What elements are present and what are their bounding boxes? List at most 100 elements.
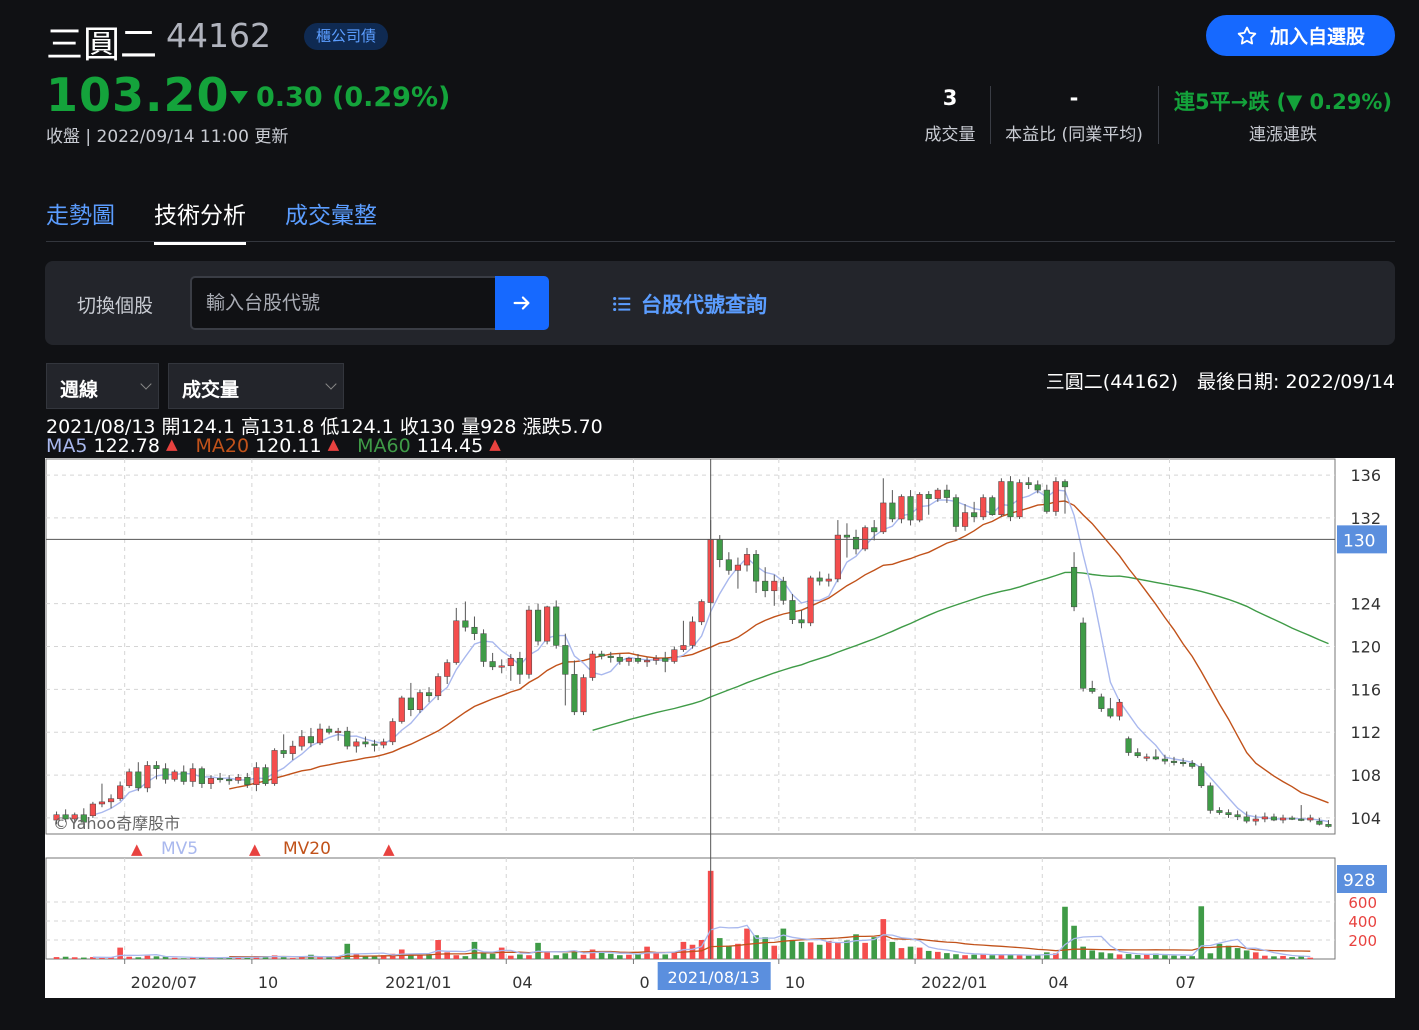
volume-bar [153, 956, 160, 959]
candle [1116, 701, 1123, 717]
volume-bar [135, 957, 142, 959]
volume-bar [1089, 950, 1096, 959]
volume-bar [553, 955, 560, 959]
mv5-label: MV5 [161, 839, 198, 859]
volume-bar [1262, 955, 1268, 959]
candle [1098, 696, 1105, 709]
volume-bar [980, 953, 987, 959]
candle [1152, 756, 1159, 760]
candle [1180, 761, 1187, 764]
volume-bar [871, 937, 878, 959]
candle [207, 778, 215, 784]
candle [280, 750, 287, 754]
candle [1007, 481, 1014, 518]
go-button[interactable] [495, 276, 549, 330]
volume-bar [317, 957, 323, 959]
candle [753, 554, 760, 582]
volume-bar [862, 942, 868, 959]
volume-bar [417, 954, 423, 959]
candle [662, 658, 669, 662]
price-tick-label: 104 [1350, 809, 1381, 828]
stat-volume-value: 3 [942, 86, 958, 110]
tab-trade-summary[interactable]: 成交彙整 [285, 203, 377, 229]
candle [80, 814, 87, 823]
stock-code-lookup-link[interactable]: 台股代號查詢 [611, 289, 767, 319]
tab-trend[interactable]: 走勢圖 [46, 203, 115, 229]
switch-stock-panel: 切換個股 台股代號查詢 [45, 261, 1395, 345]
candle [798, 619, 805, 624]
price-tick-label: 124 [1350, 595, 1381, 614]
ma-legend: MA5 122.78 ▲ MA20 120.11 ▲ MA60 114.45 ▲ [46, 435, 519, 457]
volume-bar [944, 953, 950, 959]
indicator-select[interactable]: 成交量 [168, 363, 344, 409]
volume-bar [653, 953, 659, 959]
mv5-line [92, 924, 1311, 959]
volume-bar [589, 949, 596, 959]
volume-bar [671, 952, 678, 959]
candle [1298, 818, 1305, 821]
candle [680, 645, 687, 650]
crosshair-price-tag [1337, 525, 1387, 554]
tab-technical-analysis[interactable]: 技術分析 [154, 196, 246, 245]
stat-pe-label: 本益比 (同業平均) [1005, 125, 1143, 145]
candle [425, 692, 433, 697]
chart-svg[interactable]: 104 108 112 116 120 124 132 136 2020/07 10 2021/01… [45, 458, 1395, 998]
candle [952, 497, 960, 527]
current-price: 103.20 [46, 68, 230, 122]
candle [189, 768, 196, 782]
x-tick-label: 2022/01 [921, 973, 987, 992]
candle [335, 730, 342, 733]
volume-bar [971, 954, 977, 959]
candle [998, 481, 1005, 515]
candle [144, 765, 151, 789]
category-badge[interactable]: 櫃公司債 [304, 23, 389, 50]
candle [852, 536, 860, 550]
volume-bar [289, 958, 296, 959]
stock-code-input[interactable] [190, 276, 496, 330]
candle [1225, 812, 1232, 815]
candle [616, 656, 623, 662]
up-triangle-icon: ▲ [489, 435, 501, 453]
stat-volume-label: 成交量 [924, 125, 976, 145]
volume-bar [780, 928, 787, 959]
volume-bar [562, 953, 569, 959]
volume-bar [1225, 945, 1232, 959]
crosshair-price-label: 130 [1343, 531, 1375, 551]
volume-bar [1134, 955, 1141, 959]
candle [1307, 817, 1314, 821]
x-tick-label: 04 [1048, 973, 1068, 992]
price-change-value: 0.30 (0.29%) [256, 82, 451, 113]
volume-bar [1007, 955, 1014, 959]
candle [634, 658, 642, 662]
volume-bar [444, 952, 451, 959]
ma20-label: MA20 [195, 435, 250, 457]
volume-bar [517, 954, 523, 959]
volume-bar [1053, 953, 1059, 959]
period-select[interactable]: 週線 [46, 363, 159, 409]
chevron-down-icon [325, 378, 337, 390]
candle [925, 494, 932, 499]
stat-volume: 3 成交量 [910, 86, 990, 145]
volume-bar [1016, 955, 1023, 959]
technical-chart[interactable]: 104 108 112 116 120 124 132 136 2020/07 10 2021/01… [45, 458, 1395, 998]
down-triangle-icon [230, 91, 248, 104]
candle [644, 660, 651, 663]
update-time: 收盤 | 2022/09/14 11:00 更新 [46, 127, 289, 147]
volume-bar [607, 953, 614, 959]
candle [407, 697, 414, 710]
volume-bar [735, 943, 741, 959]
candle [135, 771, 142, 789]
price-tick-label: 112 [1350, 723, 1381, 742]
candle [1107, 708, 1114, 717]
candle [1289, 817, 1296, 820]
add-to-watchlist-button[interactable]: 加入自選股 [1206, 15, 1395, 56]
price-tick-label: 108 [1350, 766, 1381, 785]
candle [834, 534, 841, 580]
volume-bar [1207, 953, 1214, 959]
volume-bar [698, 940, 705, 959]
candle [989, 497, 996, 515]
volume-bar [180, 958, 187, 959]
volume-bar [62, 956, 69, 959]
candle [1261, 816, 1268, 820]
volume-bar [262, 956, 269, 959]
